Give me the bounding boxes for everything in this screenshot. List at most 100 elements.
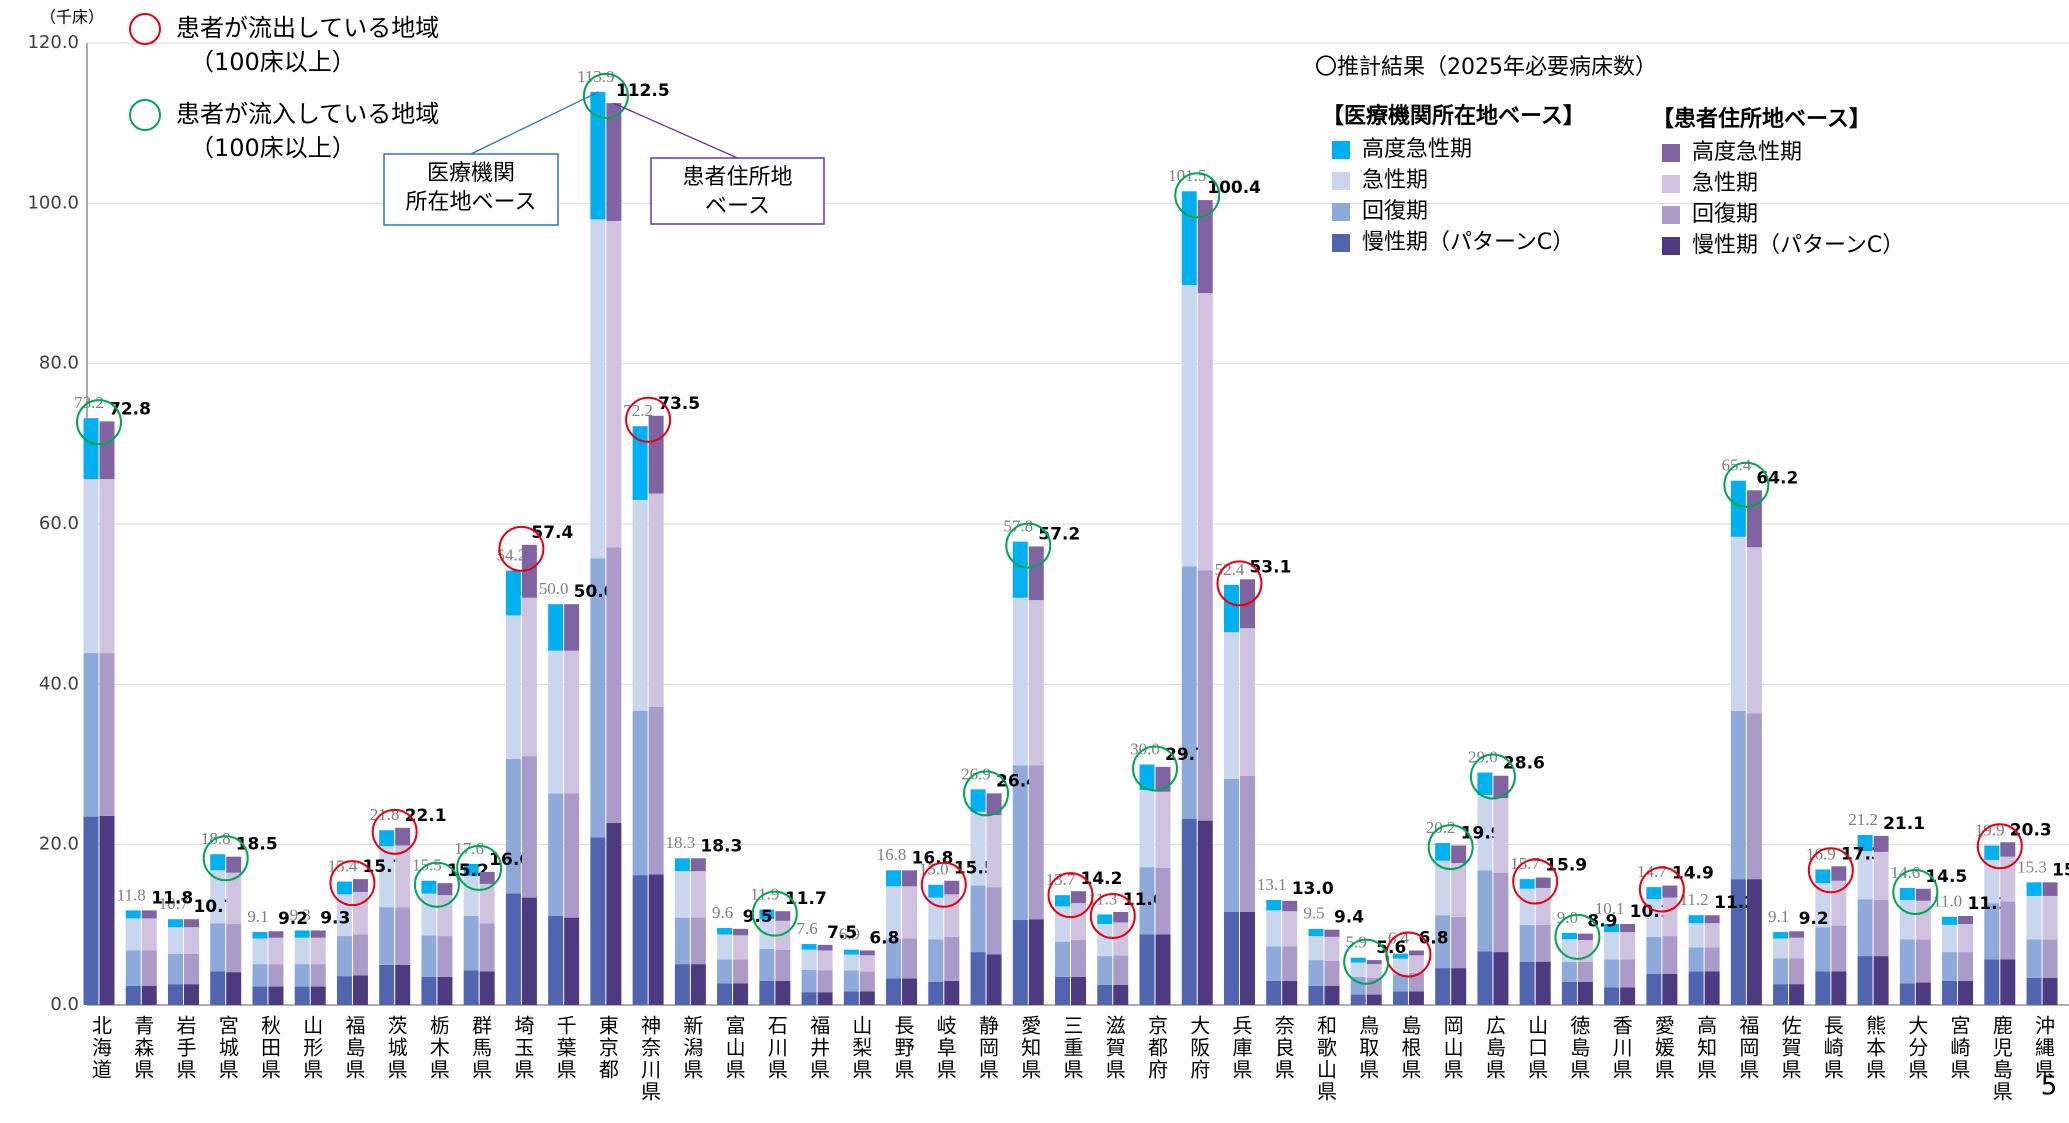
flow-marker — [1512, 858, 1559, 905]
annotation-box — [650, 157, 825, 225]
bar-segment — [1688, 923, 1704, 948]
bar-segment — [1266, 980, 1282, 1005]
x-tick-label: 静岡県 — [976, 1015, 1000, 1081]
total-label: 112.5 — [616, 81, 670, 101]
bar-segment — [886, 938, 902, 979]
bar-segment — [1392, 953, 1408, 959]
bar-segment — [1392, 991, 1408, 1005]
total-label: 6.8 — [869, 928, 899, 948]
annotation-line — [470, 91, 599, 155]
bar-segment — [1857, 835, 1873, 852]
x-tick-label: 秋田県 — [257, 1015, 281, 1081]
total-label: 28.6 — [1503, 754, 1545, 774]
bar-segment — [268, 937, 284, 965]
x-tick-label: 大阪府 — [1187, 1015, 1211, 1081]
bar-segment — [1055, 976, 1071, 1005]
x-tick-label: 山梨県 — [849, 1015, 873, 1081]
bar-segment — [817, 970, 833, 993]
bar-segment — [1239, 775, 1255, 913]
total-label: 9.4 — [1334, 908, 1364, 928]
bar-segment — [252, 986, 268, 1005]
bar-segment — [252, 938, 268, 965]
bar-segment — [521, 597, 537, 757]
bar-segment — [859, 950, 875, 956]
bar-segment — [1746, 879, 1762, 1005]
bar-segment — [1139, 790, 1155, 868]
bar-segment — [1958, 980, 1974, 1005]
bar-segment — [210, 870, 226, 924]
bar-segment — [437, 976, 453, 1005]
bar-segment — [1958, 952, 1974, 981]
bar-segment — [1113, 922, 1129, 956]
flow-marker — [1723, 461, 1770, 508]
bar-segment — [505, 615, 521, 759]
bar-segment — [1646, 887, 1662, 900]
bar-segment — [801, 969, 817, 993]
bar-segment — [1181, 285, 1197, 567]
x-tick-label: 群馬県 — [469, 1015, 493, 1081]
bar-segment — [252, 932, 268, 939]
bar-segment — [505, 893, 521, 1005]
total-label: 11.1 — [1968, 894, 2010, 914]
x-tick-label: 島根県 — [1398, 1015, 1422, 1081]
bar-segment — [1984, 959, 2000, 1005]
bar-segment — [352, 975, 368, 1005]
x-tick-label: 山形県 — [300, 1015, 324, 1081]
bar-segment — [1646, 936, 1662, 974]
bar-segment — [775, 949, 791, 981]
bar-segment — [1873, 899, 1889, 957]
bar-segment — [1155, 867, 1171, 935]
bar-segment — [1730, 536, 1746, 711]
bar-segment — [1915, 982, 1931, 1005]
total-label: 15.7 — [1510, 854, 1540, 873]
bar-segment — [986, 887, 1002, 955]
bar-segment — [1435, 915, 1451, 969]
bar-segment — [395, 907, 411, 965]
bar-segment — [944, 936, 960, 981]
bar-segment — [1958, 924, 1974, 953]
x-tick-label: 石川県 — [764, 1015, 788, 1081]
total-label: 14.7 — [1637, 862, 1667, 881]
bar-segment — [1773, 984, 1789, 1005]
bar-segment — [1493, 872, 1509, 953]
bar-segment — [1392, 974, 1408, 992]
bar-segment — [1746, 713, 1762, 880]
marker-legend-label: 患者が流出している地域 — [176, 14, 439, 42]
bar-segment — [1197, 570, 1213, 821]
bar-segment — [1197, 293, 1213, 571]
flow-marker — [582, 72, 629, 119]
bar-segment — [1942, 980, 1958, 1005]
bar-segment — [928, 939, 944, 982]
total-label: 10.7 — [193, 897, 235, 917]
bar-segment — [1831, 971, 1847, 1005]
y-tick-label: 0.0 — [50, 994, 79, 1015]
bar-segment — [1139, 867, 1155, 935]
bar-segment — [210, 971, 226, 1005]
bar-segment — [183, 919, 199, 928]
bar-segment — [294, 937, 310, 965]
y-tick-label: 100.0 — [27, 192, 79, 213]
total-label: 16.6 — [489, 850, 531, 870]
bar-segment — [817, 950, 833, 971]
bar-segment — [674, 964, 690, 1005]
bar-segment — [1435, 860, 1451, 916]
total-label: 20.3 — [2010, 820, 2052, 840]
bar-segment — [352, 879, 368, 892]
bar-segment — [859, 955, 875, 972]
bar-segment — [590, 91, 606, 220]
bar-segment — [1620, 959, 1636, 988]
total-label: 52.4 — [1215, 560, 1245, 579]
bar-segment — [902, 978, 918, 1005]
total-label: 11.6 — [1123, 890, 1165, 910]
x-tick-label: 北海道 — [89, 1015, 113, 1081]
bar-segment — [1561, 981, 1577, 1005]
bar-segment — [1350, 994, 1366, 1005]
total-label: 11.2 — [1680, 890, 1709, 909]
page-number: 5 — [2041, 1072, 2058, 1102]
bar-segment — [886, 886, 902, 939]
bar-segment — [1620, 987, 1636, 1005]
bar-segment — [1831, 925, 1847, 972]
bar-segment — [606, 823, 622, 1005]
bar-segment — [1773, 958, 1789, 985]
x-tick-label: 栃木県 — [426, 1015, 450, 1081]
